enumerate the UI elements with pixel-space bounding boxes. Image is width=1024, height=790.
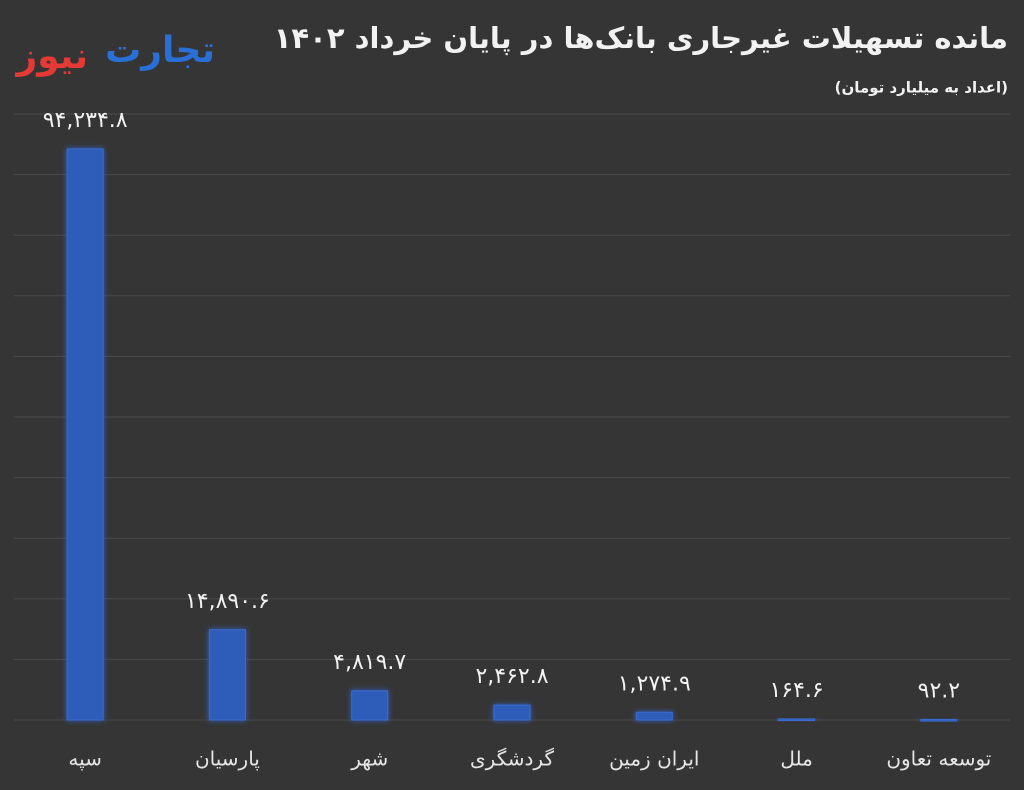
bar (66, 148, 104, 721)
bar (778, 718, 816, 722)
x-tick-label: سپه (68, 747, 102, 772)
chart-title: مانده تسهیلات غیرجاری بانک‌ها در پایان خ… (274, 21, 1008, 56)
value-label: ۹۲.۲ (918, 678, 960, 703)
value-label: ۴,۸۱۹.۷ (333, 650, 406, 675)
bar (351, 690, 389, 721)
x-tick-label: شهر (350, 747, 388, 771)
bar (208, 629, 246, 721)
bar (920, 718, 958, 722)
logo-second: نیوز (14, 36, 88, 77)
bar (635, 711, 673, 721)
x-tick-label: توسعه تعاون (886, 747, 991, 771)
x-tick-label: ایران زمین (609, 747, 699, 771)
value-label: ۱۶۴.۶ (769, 678, 823, 703)
value-label: ۱۴,۸۹۰.۶ (185, 589, 270, 614)
x-tick-label: پارسیان (195, 747, 260, 772)
x-tick-label: گردشگری (470, 747, 554, 771)
value-label: ۱,۲۷۴.۹ (618, 671, 691, 696)
value-label: ۹۴,۲۳۴.۸ (43, 108, 128, 133)
value-label: ۲,۴۶۲.۸ (475, 664, 548, 689)
x-tick-label: ملل (780, 747, 812, 771)
logo-first: تجارت (105, 30, 215, 71)
chart-subtitle: (اعداد به میلیارد تومان) (835, 79, 1008, 97)
bar (493, 704, 531, 721)
